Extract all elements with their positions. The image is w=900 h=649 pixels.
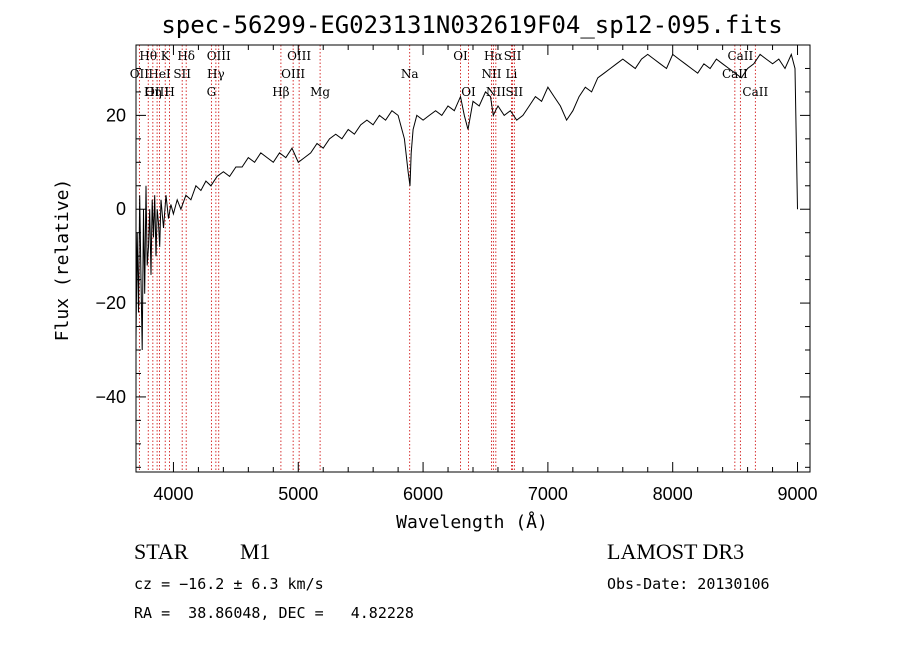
- marker-label-22: Hβ: [272, 85, 289, 99]
- marker-label-14: Na: [401, 67, 419, 81]
- marker-label-18: OIII: [145, 85, 169, 99]
- marker-label-3: OIII: [207, 49, 231, 63]
- obs-date: Obs-Date: 20130106: [607, 575, 770, 593]
- marker-label-25: NII: [486, 85, 506, 99]
- marker-label-5: OI: [453, 49, 468, 63]
- coordinates: RA = 38.86048, DEC = 4.82228: [134, 604, 414, 622]
- marker-label-8: CaII: [727, 49, 753, 63]
- marker-label-19: Hη: [144, 85, 162, 99]
- marker-label-16: Li: [506, 67, 518, 81]
- x-tick-label: 4000: [153, 484, 193, 504]
- marker-label-10: HeI: [148, 67, 171, 81]
- marker-label-20: H: [164, 85, 174, 99]
- object-class: STAR: [134, 539, 189, 564]
- marker-label-7: SII: [504, 49, 522, 63]
- marker-label-24: OI: [461, 85, 476, 99]
- marker-label-11: SII: [173, 67, 191, 81]
- x-tick-label: 5000: [278, 484, 318, 504]
- marker-label-4: OIII: [287, 49, 311, 63]
- spectrum-line: [135, 52, 798, 351]
- x-tick-label: 8000: [653, 484, 693, 504]
- chart-title: spec-56299-EG023131N032619F04_sp12-095.f…: [161, 11, 782, 39]
- y-tick-label: −20: [95, 293, 126, 313]
- marker-label-2: Hδ: [177, 49, 195, 63]
- y-axis-label: Flux (relative): [52, 179, 73, 342]
- marker-label-27: CaII: [742, 85, 768, 99]
- x-tick-label: 9000: [777, 484, 817, 504]
- y-axis: −40 −20 0 20: [95, 44, 810, 468]
- y-tick-label: 20: [106, 105, 126, 125]
- marker-label-13: OIII: [281, 67, 305, 81]
- x-axis-label: Wavelength (Å): [396, 511, 548, 533]
- x-axis: 4000 5000 6000 7000 8000 9000: [153, 45, 818, 504]
- marker-label-6: Hα: [484, 49, 503, 63]
- marker-label-12: Hγ: [207, 67, 225, 81]
- y-tick-label: −40: [95, 387, 126, 407]
- x-tick-label: 7000: [528, 484, 568, 504]
- object-subclass: M1: [240, 539, 271, 564]
- survey-name: LAMOST DR3: [607, 539, 745, 564]
- marker-label-9: OII: [130, 67, 150, 81]
- y-tick-label: 0: [116, 199, 126, 219]
- marker-label-1: K: [161, 49, 171, 63]
- x-tick-label: 6000: [403, 484, 443, 504]
- marker-label-0: Hθ: [139, 49, 157, 63]
- redshift-cz: cz = −16.2 ± 6.3 km/s: [134, 575, 324, 593]
- marker-label-26: SII: [505, 85, 523, 99]
- marker-label-21: G: [207, 85, 217, 99]
- marker-label-23: Mg: [310, 85, 330, 99]
- marker-label-15: NII: [481, 67, 501, 81]
- plot-frame: [135, 44, 811, 473]
